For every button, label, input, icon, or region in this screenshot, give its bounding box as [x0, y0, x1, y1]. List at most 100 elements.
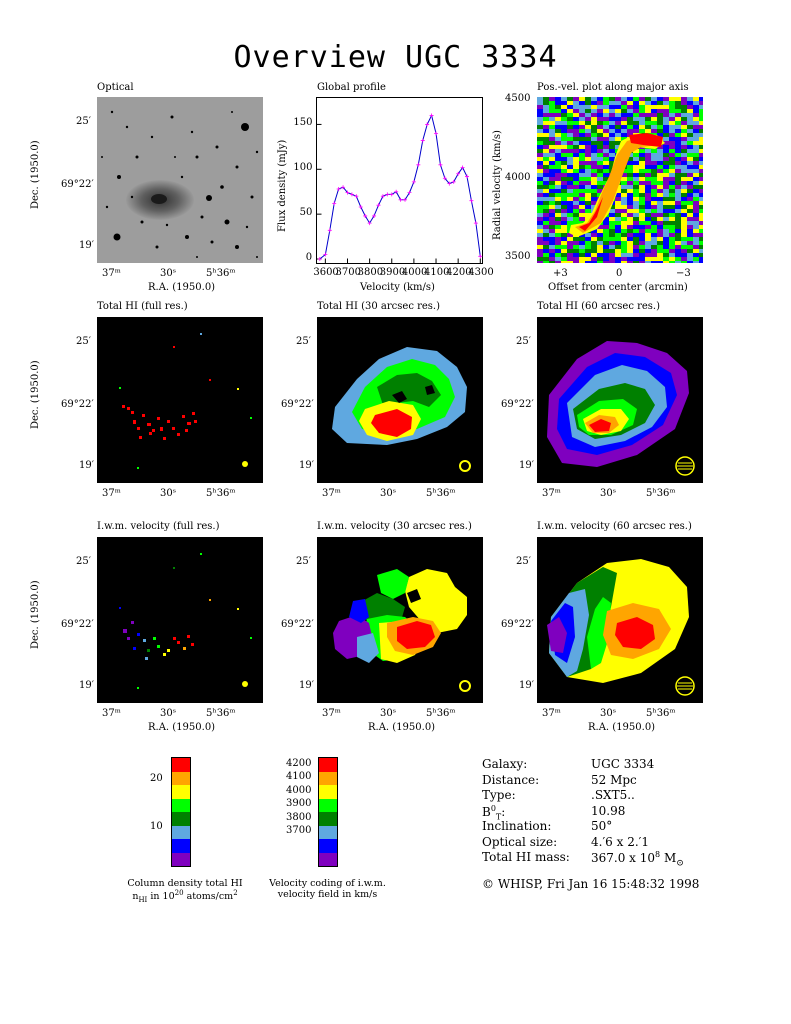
- beam-marker: [675, 676, 695, 696]
- ra-tick-536: 5ʰ36ᵐ: [646, 708, 676, 719]
- radial-axis-label: Radial velocity (km/s): [492, 130, 503, 240]
- hi-full-pixels: [122, 346, 211, 440]
- hi-full-image: [119, 333, 252, 469]
- dec-tick-19: 19′: [519, 460, 534, 471]
- v-full-title: I.w.m. velocity (full res.): [97, 521, 220, 532]
- dec-tick-22: 69°22′: [281, 399, 314, 410]
- dec-tick-19: 19′: [79, 460, 94, 471]
- dec-tick-22: 69°22′: [281, 619, 314, 630]
- v-30-image: [333, 569, 471, 692]
- profile-point: [416, 162, 421, 167]
- profile-point: [327, 228, 332, 233]
- dec-tick-25: 25′: [76, 336, 91, 347]
- pv-plot-image: [537, 97, 703, 263]
- velocity-tick: 3700: [286, 825, 312, 836]
- density-caption: Column density total HI nHI in 1020 atom…: [110, 878, 260, 904]
- profile-point: [380, 194, 385, 199]
- profile-point: [447, 181, 452, 186]
- profile-ytick: 50: [299, 207, 313, 219]
- ra-axis-label: R.A. (1950.0): [588, 722, 656, 733]
- profile-point: [372, 213, 377, 218]
- dec-tick-22: 69°22′: [61, 179, 94, 190]
- ra-tick-536: 5ʰ36ᵐ: [206, 268, 236, 279]
- beam-marker: [242, 681, 248, 687]
- info-label: Galaxy:: [482, 757, 528, 771]
- optical-image-panel: [97, 97, 263, 263]
- dec-tick-19: 19′: [299, 680, 314, 691]
- pv-plot-panel: [537, 97, 703, 263]
- pv-xtick-0: 0: [616, 268, 623, 279]
- ra-axis-label: R.A. (1950.0): [148, 282, 216, 293]
- column-density-colorbar: [171, 757, 191, 867]
- info-value: .SXT5..: [591, 788, 635, 802]
- ra-tick-37: 37ᵐ: [102, 268, 121, 279]
- profile-ytick: 150: [293, 117, 313, 129]
- whisp-footer: © WHISP, Fri Jan 16 15:48:32 1998: [482, 877, 700, 891]
- dec-tick-25: 25′: [516, 336, 531, 347]
- profile-point: [420, 138, 425, 143]
- colorbar-swatch: [319, 758, 337, 772]
- profile-point: [376, 203, 381, 208]
- velocity-tick: 3800: [286, 811, 312, 823]
- profile-tick-marks: [316, 123, 481, 264]
- v-60-image: [547, 559, 695, 696]
- ra-axis-label: R.A. (1950.0): [148, 722, 216, 733]
- info-value: 4.′6 x 2.′1: [591, 834, 650, 849]
- ra-tick-37: 37ᵐ: [102, 708, 121, 719]
- ra-tick-536: 5ʰ36ᵐ: [646, 488, 676, 499]
- pv-ytick-4500: 4500: [505, 93, 531, 104]
- ra-tick-30: 30ˢ: [160, 488, 177, 499]
- dec-tick-25: 25′: [76, 116, 91, 127]
- profile-point: [345, 190, 350, 195]
- v-60-map: [537, 537, 703, 703]
- colorbar-swatch: [172, 785, 190, 799]
- dec-tick-22: 69°22′: [61, 619, 94, 630]
- profile-point: [438, 162, 443, 167]
- profile-point: [341, 185, 346, 190]
- colorbar-swatch: [172, 852, 190, 866]
- v-30-map: [317, 537, 483, 703]
- v-full-map: [97, 537, 263, 703]
- velocity-colorbar: [318, 757, 338, 867]
- profile-xtick: 3700: [335, 267, 361, 278]
- profile-point: [429, 113, 434, 118]
- velocity-tick: 4200: [286, 757, 312, 769]
- ra-tick-536: 5ʰ36ᵐ: [426, 488, 456, 499]
- pv-ytick-4000: 4000: [505, 172, 531, 183]
- dec-tick-22: 69°22′: [61, 399, 94, 410]
- flux-axis-label: Flux density (mJy): [277, 139, 288, 232]
- global-profile-chart: [316, 97, 483, 264]
- beam-marker: [459, 460, 471, 472]
- optical-panel-title: Optical: [97, 82, 134, 93]
- profile-point: [317, 257, 322, 262]
- pv-xtick-m3: −3: [676, 268, 691, 279]
- star-field: [101, 110, 259, 258]
- profile-point: [323, 252, 328, 257]
- info-value: 52 Mpc: [591, 772, 637, 787]
- colorbar-swatch: [319, 852, 337, 866]
- ra-tick-37: 37ᵐ: [322, 708, 341, 719]
- colorbar-swatch: [319, 798, 337, 812]
- info-value: 50°: [591, 819, 613, 833]
- profile-point: [456, 171, 461, 176]
- info-value: 367.0 x 108 M⊙: [591, 850, 684, 869]
- pv-ytick-3500: 3500: [505, 251, 531, 262]
- profile-xtick: 3900: [379, 267, 406, 278]
- dec-tick-19: 19′: [79, 240, 94, 251]
- profile-point: [336, 187, 341, 192]
- velocity-axis-label: Velocity (km/s): [360, 282, 435, 293]
- profile-point: [394, 189, 399, 194]
- dec-tick-25: 25′: [76, 556, 91, 567]
- profile-point: [354, 194, 359, 199]
- profile-point: [411, 179, 416, 184]
- ra-tick-30: 30ˢ: [600, 708, 617, 719]
- profile-point: [434, 131, 439, 136]
- page-title: Overview UGC 3334: [233, 40, 558, 75]
- velocity-caption-line1: Velocity coding of i.w.m.: [269, 878, 386, 889]
- profile-xtick: 4100: [424, 267, 450, 278]
- profile-point: [349, 192, 354, 197]
- v-60-title: I.w.m. velocity (60 arcsec res.): [537, 521, 692, 532]
- hi-30-map: [317, 317, 483, 483]
- colorbar-swatch: [172, 758, 190, 772]
- hi-full-map: [97, 317, 263, 483]
